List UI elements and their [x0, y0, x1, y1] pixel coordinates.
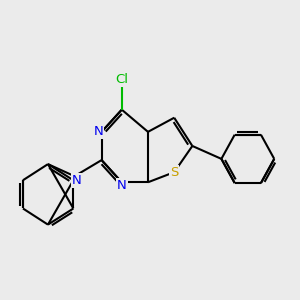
Text: N: N: [117, 179, 127, 192]
Text: S: S: [170, 166, 178, 179]
Text: N: N: [72, 174, 82, 187]
Text: N: N: [94, 125, 103, 138]
Text: Cl: Cl: [115, 73, 128, 86]
